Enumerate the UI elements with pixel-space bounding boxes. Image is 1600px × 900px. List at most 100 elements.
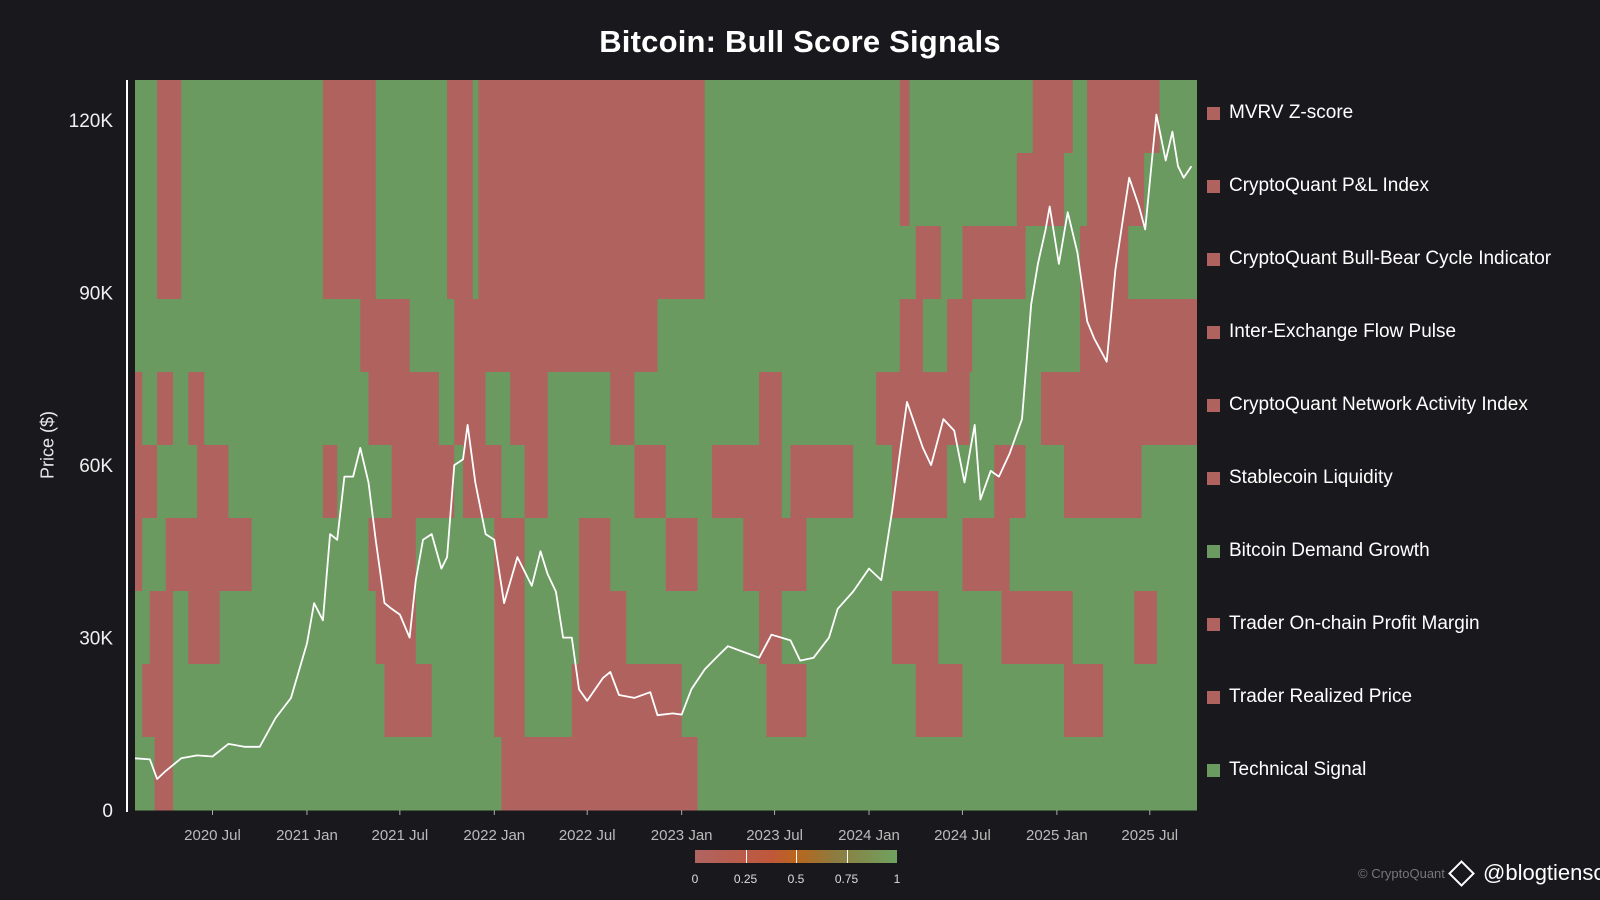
bearish-cell-2-6 — [1016, 153, 1065, 227]
legend-item: Trader On-chain Profit Margin — [1207, 609, 1480, 639]
legend-swatch — [1207, 398, 1220, 412]
bearish-cell-6-11 — [994, 445, 1026, 519]
legend-label: MVRV Z-score — [1229, 102, 1354, 123]
bearish-cell-7-7 — [743, 518, 807, 592]
bearish-cell-1-1 — [157, 80, 182, 154]
bearish-cell-9-4 — [571, 664, 682, 738]
axes: 0 30K 60K 90K 120K 2020 Jul 2021 Jan 2021 Jul 20… — [69, 80, 1178, 844]
bearish-cell-9-1 — [142, 664, 173, 738]
bearish-cell-6-7 — [634, 445, 666, 519]
bearish-cell-3-1 — [157, 226, 182, 300]
bearish-cell-5-7 — [610, 372, 635, 446]
bearish-cell-3-3 — [447, 226, 473, 300]
colorbar-tick-label: 0.75 — [834, 872, 859, 886]
bearish-cell-4-3 — [899, 299, 923, 373]
bearish-cell-5-4 — [368, 372, 439, 446]
bearish-cell-3-4 — [478, 226, 705, 300]
bearish-cell-5-10 — [1040, 372, 1095, 446]
colorbar-tick — [745, 850, 747, 863]
legend-label: Trader Realized Price — [1229, 686, 1413, 707]
bearish-cell-7-5 — [578, 518, 611, 592]
bearish-cell-8-7 — [892, 591, 939, 665]
bearish-cell-7-6 — [665, 518, 698, 592]
bearish-cell-2-1 — [157, 153, 182, 227]
bearish-cell-6-12 — [1064, 445, 1142, 519]
bearish-cell-8-3 — [375, 591, 416, 665]
bearish-cell-3-5 — [915, 226, 941, 300]
bearish-cell-10-2 — [501, 737, 698, 811]
bearish-cell-7-4 — [494, 518, 525, 592]
x-tick-label: 2024 Jan — [838, 827, 900, 844]
x-tick-label: 2021 Jan — [276, 827, 338, 844]
colorbar: 0 0.25 0.5 0.75 1 — [692, 850, 900, 886]
bearish-cell-2-2 — [322, 153, 376, 227]
legend-label: CryptoQuant P&L Index — [1229, 175, 1429, 196]
bearish-cell-1-4 — [478, 80, 705, 154]
bearish-cell-2-3 — [447, 153, 473, 227]
x-tick-label: 2022 Jan — [463, 827, 525, 844]
bearish-cell-1-6 — [1032, 80, 1073, 154]
y-tick-label: 30K — [79, 629, 113, 650]
legend-label: CryptoQuant Network Activity Index — [1229, 394, 1528, 415]
legend-item: CryptoQuant P&L Index — [1207, 171, 1429, 201]
bearish-cell-8-6 — [759, 591, 782, 665]
bearish-cell-2-7 — [1087, 153, 1145, 227]
x-tick-label: 2023 Jul — [746, 827, 803, 844]
price-line-layer — [134, 113, 1193, 780]
bearish-cell-4-6 — [1110, 299, 1197, 373]
bearish-cell-5-6 — [510, 372, 548, 446]
colorbar-tick — [796, 850, 797, 863]
bearish-cell-8-8 — [1001, 591, 1073, 665]
legend-swatch — [1207, 252, 1220, 266]
y-tick-label: 0 — [102, 801, 113, 822]
legend-swatch — [1207, 106, 1220, 120]
colorbar-tick-label: 0.25 — [733, 872, 758, 886]
bearish-cell-9-7 — [1064, 664, 1104, 738]
bearish-cell-8-2 — [188, 591, 220, 665]
bearish-cell-9-2 — [384, 664, 432, 738]
legend-item: Trader Realized Price — [1207, 682, 1412, 712]
legend-swatch — [1207, 325, 1220, 339]
colorbar-tick — [846, 850, 848, 863]
bearish-cell-8-1 — [149, 591, 173, 665]
bearish-cell-1-2 — [322, 80, 376, 154]
bearish-cell-6-6 — [524, 445, 548, 519]
bearish-cell-4-4 — [947, 299, 973, 373]
bearish-cell-5-11 — [1094, 372, 1197, 446]
legend-item: Inter-Exchange Flow Pulse — [1207, 317, 1456, 347]
x-tick-label: 2024 Jul — [934, 827, 991, 844]
bearish-cell-3-6 — [962, 226, 1026, 300]
x-tick-label: 2021 Jul — [371, 827, 428, 844]
bearish-cell-4-1 — [360, 299, 410, 373]
bearish-cell-7-8 — [962, 518, 1010, 592]
legend-item: CryptoQuant Bull-Bear Cycle Indicator — [1207, 244, 1551, 274]
bearish-cell-6-1 — [135, 445, 158, 519]
legend-swatch — [1207, 763, 1220, 777]
legend-swatch — [1207, 471, 1220, 485]
bearish-cell-9-3 — [494, 664, 525, 738]
bearish-cell-5-2 — [157, 372, 173, 446]
bearish-cell-1-3 — [447, 80, 473, 154]
bearish-cell-6-4 — [391, 445, 455, 519]
x-tick-label: 2022 Jul — [559, 827, 616, 844]
legend-label: Bitcoin Demand Growth — [1229, 540, 1430, 561]
legend-label: Trader On-chain Profit Margin — [1229, 613, 1480, 634]
legend-label: Stablecoin Liquidity — [1229, 467, 1393, 488]
x-tick-label: 2023 Jan — [651, 827, 713, 844]
legend-swatch — [1207, 690, 1220, 704]
colorbar-gradient — [695, 850, 897, 863]
bearish-cell-8-5 — [578, 591, 627, 665]
bearish-cell-8-4 — [494, 591, 525, 665]
bearish-cell-6-8 — [711, 445, 782, 519]
bearish-cell-6-2 — [197, 445, 229, 519]
legend-item: Technical Signal — [1207, 755, 1366, 785]
legend-item: Bitcoin Demand Growth — [1207, 536, 1430, 566]
bearish-cell-6-3 — [322, 445, 338, 519]
bearish-cell-2-4 — [478, 153, 705, 227]
price-line — [134, 113, 1193, 780]
bearish-cell-1-7 — [1087, 80, 1160, 154]
signal-heatmap — [135, 80, 1197, 811]
bearish-cell-5-8 — [759, 372, 782, 446]
bearish-cell-3-2 — [322, 226, 376, 300]
